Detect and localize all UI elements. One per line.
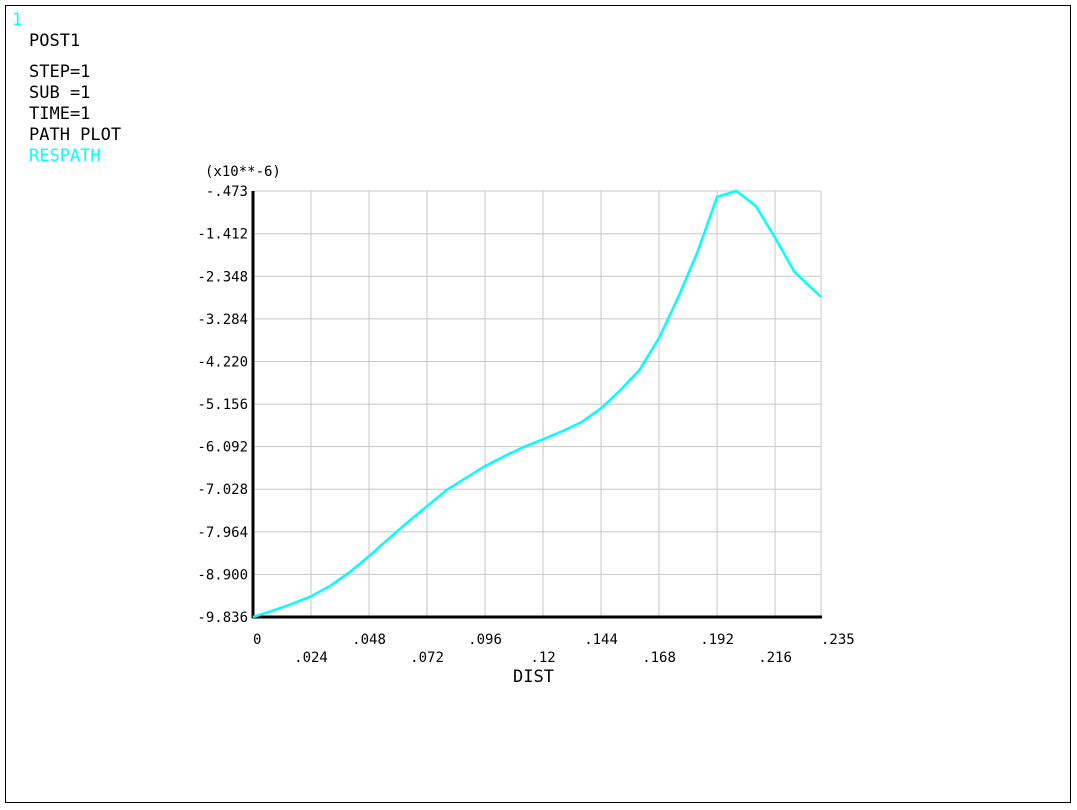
y-tick-label: -.473 (206, 184, 248, 200)
y-tick-label: -6.092 (197, 440, 248, 456)
y-tick-label: -5.156 (197, 397, 248, 413)
y-tick-label: -4.220 (197, 354, 248, 370)
info-step: STEP=1 (29, 62, 91, 82)
x-tick-label: .024 (294, 650, 328, 666)
y-tick-label: -8.900 (197, 567, 248, 583)
info-time: TIME=1 (29, 104, 91, 124)
x-tick-label: .216 (758, 650, 792, 666)
series-line-respath (252, 189, 822, 619)
series-legend-label: RESPATH (29, 146, 101, 166)
y-tick-label: -1.412 (197, 227, 248, 243)
x-tick-label: .144 (584, 632, 618, 648)
info-sub: SUB =1 (29, 83, 91, 103)
x-tick-label: .096 (468, 632, 502, 648)
y-tick-label: -2.348 (197, 269, 248, 285)
y-multiplier-label: (x10**-6) (205, 164, 281, 180)
x-tick-label: .235 (821, 632, 855, 648)
window-number: 1 (12, 10, 23, 30)
info-post1: POST1 (29, 31, 81, 51)
plot-frame (5, 5, 1071, 803)
y-tick-label: -7.028 (197, 482, 248, 498)
x-tick-label: .072 (410, 650, 444, 666)
y-tick-label: -3.284 (197, 312, 248, 328)
x-tick-label: .192 (700, 632, 734, 648)
y-tick-label: -9.836 (197, 610, 248, 626)
x-tick-label: 0 (253, 632, 261, 648)
x-tick-label: .12 (530, 650, 555, 666)
x-tick-label: .168 (642, 650, 676, 666)
x-axis-label: DIST (513, 667, 554, 687)
info-path-plot: PATH PLOT (29, 125, 122, 145)
x-tick-label: .048 (352, 632, 386, 648)
y-tick-label: -7.964 (197, 525, 248, 541)
